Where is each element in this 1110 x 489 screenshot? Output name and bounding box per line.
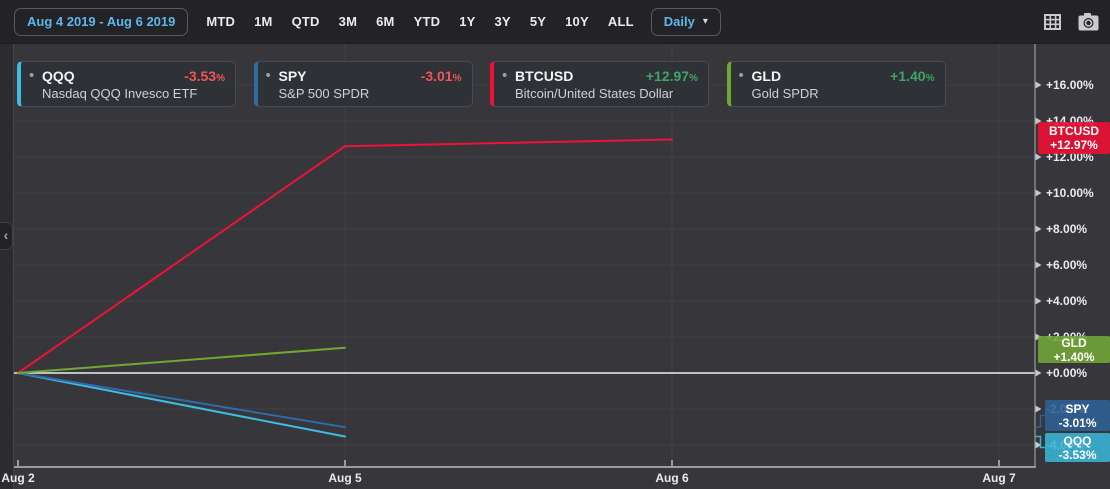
- y-axis-label: +10.00%: [1046, 186, 1094, 200]
- legend-card-btcusd[interactable]: • BTCUSD +12.97% Bitcoin/United States D…: [490, 61, 709, 107]
- date-range-button[interactable]: Aug 4 2019 - Aug 6 2019: [14, 7, 189, 36]
- y-tick-arrow-icon: [1035, 225, 1042, 233]
- y-axis-label: +16.00%: [1046, 78, 1094, 92]
- y-axis-label: +6.00%: [1046, 258, 1088, 272]
- series-name: Gold SPDR: [751, 86, 819, 101]
- y-tick-arrow-icon: [1035, 297, 1042, 305]
- range-button-1y[interactable]: 1Y: [459, 14, 476, 29]
- series-line-btcusd[interactable]: [17, 138, 673, 374]
- range-button-6m[interactable]: 6M: [376, 14, 395, 29]
- y-tick-arrow-icon: [1035, 117, 1042, 125]
- range-button-1m[interactable]: 1M: [254, 14, 273, 29]
- badge-ticker: BTCUSD: [1049, 124, 1099, 138]
- range-button-5y[interactable]: 5Y: [529, 14, 547, 29]
- badge-connector: [1035, 435, 1045, 449]
- badge-change: +12.97%: [1050, 138, 1098, 152]
- y-axis-label: +0.00%: [1046, 366, 1088, 380]
- price-badge-btcusd: BTCUSD +12.97%: [1038, 122, 1110, 154]
- y-tick-arrow-icon: [1035, 369, 1042, 377]
- series-name: S&P 500 SPDR: [278, 86, 370, 101]
- x-axis-label: Aug 7: [982, 471, 1016, 485]
- series-line-gld[interactable]: [17, 346, 346, 374]
- series-name: Bitcoin/United States Dollar: [515, 86, 674, 101]
- series-ticker: QQQ: [42, 67, 75, 84]
- chevron-left-icon: ‹: [3, 227, 9, 243]
- range-button-ytd[interactable]: YTD: [413, 14, 441, 29]
- series-bullet-icon: •: [738, 66, 744, 84]
- badge-ticker: QQQ: [1063, 433, 1092, 448]
- y-tick-arrow-icon: [1035, 81, 1042, 89]
- collapse-panel-button[interactable]: ‹: [0, 222, 13, 250]
- series-ticker: SPY: [278, 67, 307, 84]
- y-tick-arrow-icon: [1035, 405, 1042, 413]
- series-bullet-icon: •: [29, 66, 35, 84]
- y-axis-label: +8.00%: [1046, 222, 1088, 236]
- series-change: -3.01%: [420, 67, 462, 84]
- range-button-all[interactable]: ALL: [607, 14, 634, 29]
- badge-change: -3.01%: [1058, 415, 1097, 430]
- range-button-10y[interactable]: 10Y: [565, 14, 589, 29]
- price-badge-gld: GLD +1.40%: [1038, 335, 1110, 364]
- badge-change: +1.40%: [1053, 349, 1095, 364]
- legend-card-qqq[interactable]: • QQQ -3.53% Nasdaq QQQ Invesco ETF: [17, 61, 236, 107]
- left-gutter: [0, 44, 14, 489]
- interval-dropdown[interactable]: Daily ▾: [650, 7, 721, 36]
- range-button-3y[interactable]: 3Y: [494, 14, 511, 29]
- series-line-spy[interactable]: [17, 372, 346, 429]
- badge-connector: [1035, 414, 1045, 428]
- series-change: +1.40%: [890, 67, 935, 84]
- interval-label: Daily: [663, 14, 695, 29]
- y-tick-arrow-icon: [1035, 441, 1042, 449]
- chart-area: • QQQ -3.53% Nasdaq QQQ Invesco ETF • SP…: [0, 44, 1110, 489]
- toolbar: Aug 4 2019 - Aug 6 2019 MTD 1M QTD 3M 6M YTD 1…: [0, 0, 1110, 44]
- price-badge-spy: SPY -3.01%: [1045, 400, 1110, 431]
- series-bullet-icon: •: [502, 66, 508, 84]
- series-change: +12.97%: [645, 67, 698, 84]
- series-change: -3.53%: [184, 67, 225, 84]
- y-tick-arrow-icon: [1035, 261, 1042, 269]
- range-button-group: MTD 1M QTD 3M 6M YTD 1Y 3Y 5Y 10Y ALL: [205, 14, 634, 29]
- camera-icon[interactable]: [1077, 11, 1099, 33]
- series-bullet-icon: •: [265, 66, 271, 84]
- series-ticker: GLD: [751, 67, 782, 84]
- range-button-qtd[interactable]: QTD: [291, 14, 320, 29]
- y-tick-arrow-icon: [1035, 189, 1042, 197]
- series-line-qqq[interactable]: [17, 372, 346, 438]
- badge-ticker: SPY: [1065, 401, 1090, 416]
- badge-ticker: GLD: [1061, 335, 1087, 350]
- range-button-mtd[interactable]: MTD: [206, 14, 236, 29]
- chart-plot-area[interactable]: [0, 44, 1110, 489]
- range-button-3m[interactable]: 3M: [338, 14, 358, 29]
- x-axis-label: Aug 5: [328, 471, 362, 485]
- series-ticker: BTCUSD: [515, 67, 574, 84]
- legend-card-gld[interactable]: • GLD +1.40% Gold SPDR: [726, 61, 946, 107]
- table-icon[interactable]: [1041, 11, 1063, 33]
- legend-card-spy[interactable]: • SPY -3.01% S&P 500 SPDR: [253, 61, 473, 107]
- y-axis-label: +4.00%: [1046, 294, 1088, 308]
- series-name: Nasdaq QQQ Invesco ETF: [42, 86, 198, 101]
- x-axis-label: Aug 2: [1, 471, 35, 485]
- x-axis-label: Aug 6: [655, 471, 689, 485]
- badge-change: -3.53%: [1058, 447, 1097, 462]
- price-badge-qqq: QQQ -3.53%: [1045, 433, 1110, 462]
- chevron-down-icon: ▾: [702, 16, 708, 27]
- y-tick-arrow-icon: [1035, 153, 1042, 161]
